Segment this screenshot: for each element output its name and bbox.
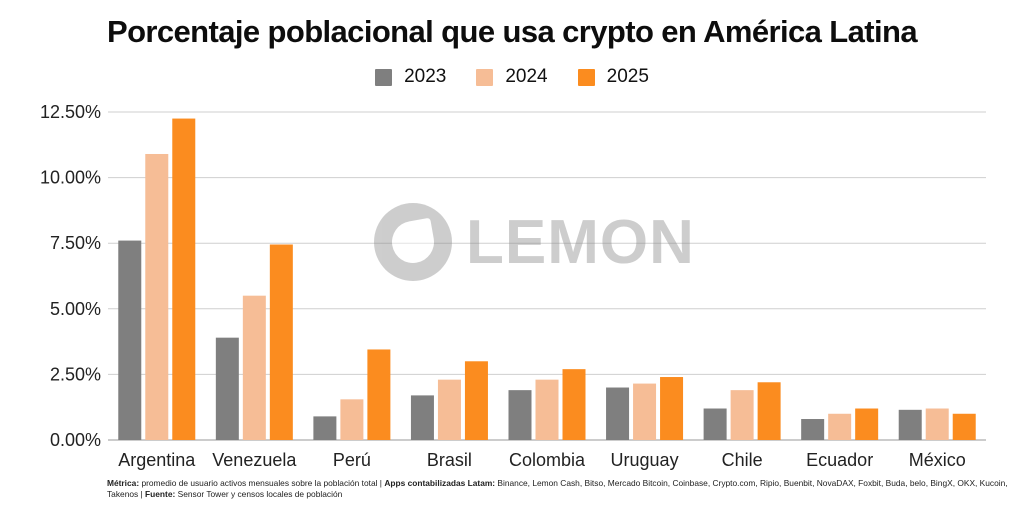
- bar-2025: [464, 361, 488, 440]
- bar-2024: [925, 408, 949, 440]
- x-tick-label: Argentina: [118, 450, 196, 470]
- legend-label-2025: 2025: [606, 66, 649, 87]
- legend-swatch-2023: [375, 68, 393, 86]
- bar-2023: [898, 409, 922, 440]
- y-tick-label: 10.00%: [40, 168, 101, 188]
- x-tick-label: Uruguay: [611, 450, 679, 470]
- bar-2024: [145, 153, 169, 440]
- legend-item-2024: 2024: [476, 66, 548, 88]
- legend-label-2024: 2024: [505, 66, 548, 87]
- bar-2024: [340, 399, 364, 440]
- footnote-metrica-label: Métrica:: [107, 478, 140, 488]
- x-tick-label: Perú: [333, 450, 371, 470]
- bar-2024: [242, 295, 266, 440]
- footnote: Métrica: promedio de usuario activos men…: [107, 478, 1012, 500]
- legend-item-2023: 2023: [375, 66, 446, 88]
- bar-2023: [313, 416, 337, 440]
- bar-2025: [855, 408, 879, 440]
- footnote-apps-label: Apps contabilizadas Latam:: [384, 478, 496, 488]
- y-tick-label: 5.00%: [50, 299, 101, 319]
- bar-2025: [562, 369, 586, 440]
- bar-2025: [269, 244, 293, 440]
- legend-item-2025: 2025: [577, 66, 649, 88]
- x-tick-label: Brasil: [427, 450, 472, 470]
- legend-swatch-2025: [577, 68, 595, 86]
- legend-label-2023: 2023: [404, 66, 447, 87]
- bar-2025: [367, 349, 391, 440]
- bar-2025: [660, 377, 684, 440]
- footnote-metrica-text: promedio de usuario activos mensuales so…: [139, 478, 385, 488]
- x-tick-label: Venezuela: [212, 450, 297, 470]
- y-tick-label: 12.50%: [40, 102, 101, 122]
- bar-2023: [801, 419, 825, 440]
- footnote-fuente-label: Fuente:: [145, 489, 176, 499]
- x-tick-label: Ecuador: [806, 450, 873, 470]
- bar-2024: [535, 379, 559, 440]
- bar-2023: [410, 395, 434, 440]
- x-tick-label: Colombia: [509, 450, 586, 470]
- footnote-apps-text: Binance, Lemon Cash, Bitso, Mercado Bitc…: [107, 478, 1008, 499]
- watermark: LEMON: [374, 203, 695, 281]
- bar-2023: [215, 337, 239, 440]
- y-tick-label: 0.00%: [50, 430, 101, 450]
- bar-2023: [118, 240, 142, 440]
- legend-swatch-2024: [476, 68, 494, 86]
- lemon-logo-icon: [374, 203, 452, 281]
- bar-2023: [508, 390, 532, 440]
- chart-title: Porcentaje poblacional que usa crypto en…: [107, 14, 918, 49]
- bar-2023: [703, 408, 727, 440]
- x-tick-label: México: [909, 450, 966, 470]
- bar-2023: [606, 387, 630, 440]
- footnote-fuente-text: Sensor Tower y censos locales de poblaci…: [175, 489, 343, 499]
- bar-2025: [757, 382, 781, 440]
- watermark-text: LEMON: [466, 207, 695, 277]
- bar-2024: [730, 390, 754, 440]
- chart-legend: 2023 2024 2025: [0, 66, 1024, 88]
- bar-2025: [172, 118, 196, 440]
- bar-2024: [437, 379, 461, 440]
- x-tick-label: Chile: [722, 450, 763, 470]
- y-tick-label: 7.50%: [50, 233, 101, 253]
- bar-2024: [828, 413, 852, 440]
- bar-2024: [633, 383, 657, 440]
- bar-2025: [952, 413, 976, 440]
- y-tick-label: 2.50%: [50, 364, 101, 384]
